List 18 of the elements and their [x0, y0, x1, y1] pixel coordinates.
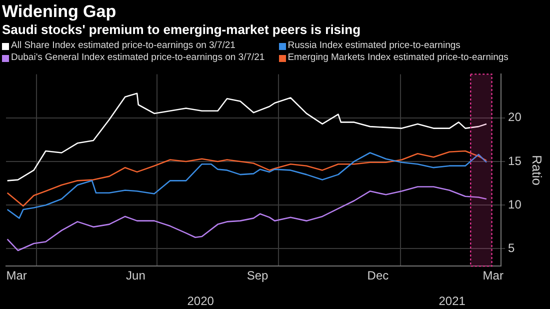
legend-label: Emerging Markets Index estimated price-to-earnings: [288, 52, 508, 64]
y-tick-label: 10: [508, 197, 522, 212]
legend-label: Dubai's General Index estimated price-to-earnings on 3/7/21: [11, 52, 265, 64]
x-tick-label: Sep: [246, 268, 268, 283]
x-tick-label: Dec: [367, 268, 389, 283]
legend-label: All Share Index estimated price-to-earnings on 3/7/21: [11, 40, 236, 52]
x-tick-label: Mar: [482, 268, 504, 283]
chart-subtitle: Saudi stocks' premium to emerging-market peers is rising: [2, 21, 362, 38]
x2-tick-label: 2021: [438, 294, 466, 308]
x2-tick-label: 2020: [187, 294, 214, 308]
y-tick-label: 5: [508, 241, 516, 256]
x-tick-label: Jun: [126, 268, 146, 283]
chart-title: Widening Gap: [2, 2, 118, 21]
legend-label: Russia Index estimated price-to-earnings: [288, 40, 460, 52]
y-tick-label: 20: [508, 110, 522, 124]
x-tick-label: Mar: [6, 268, 27, 283]
y-tick-label: 15: [508, 154, 522, 168]
y-axis-title: Ratio: [530, 155, 545, 186]
